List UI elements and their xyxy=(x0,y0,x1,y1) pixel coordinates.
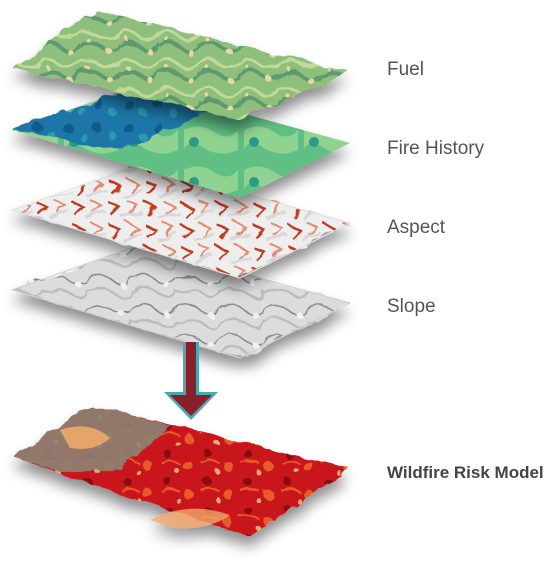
slope-label: Slope xyxy=(387,296,436,317)
fuel-label: Fuel xyxy=(387,59,424,80)
wildfire-risk-model-label: Wildfire Risk Model xyxy=(387,463,544,482)
fire-history-label: Fire History xyxy=(387,138,485,159)
wildfire-risk-model-layer xyxy=(14,405,350,536)
down-arrow-icon xyxy=(164,342,218,420)
aspect-label: Aspect xyxy=(387,217,446,238)
fuel-layer xyxy=(12,10,350,120)
slope-layer xyxy=(10,244,352,359)
aspect-layer xyxy=(10,164,352,279)
